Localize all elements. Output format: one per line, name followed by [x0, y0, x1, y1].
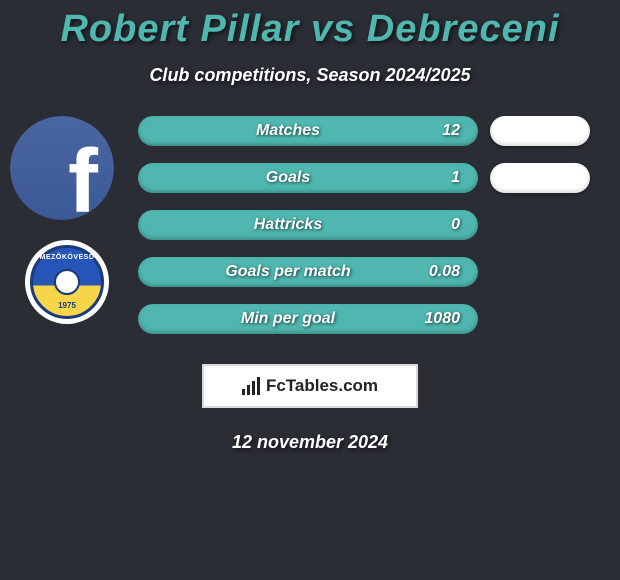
stat-bar: Goals1: [138, 163, 478, 193]
player-avatar: [10, 116, 114, 220]
facebook-icon: [10, 116, 114, 220]
stat-label: Hattricks: [156, 216, 420, 234]
brand-box[interactable]: FcTables.com: [202, 364, 418, 408]
stat-label: Goals: [156, 169, 420, 187]
club-badge: MEZŐKÖVESD 1975: [25, 240, 109, 324]
stat-value: 0: [420, 216, 460, 234]
stat-bar: Goals per match0.08: [138, 257, 478, 287]
stat-bar: Hattricks0: [138, 210, 478, 240]
brand-bars-icon: [242, 377, 260, 395]
content-area: MEZŐKÖVESD 1975 Matches12 Goals1 Hattricks…: [0, 116, 620, 334]
left-column: MEZŐKÖVESD 1975: [10, 116, 114, 324]
stat-row: Hattricks0: [138, 210, 600, 240]
stat-value: 1080: [420, 310, 460, 328]
stat-row: Goals1: [138, 163, 600, 193]
stat-value: 1: [420, 169, 460, 187]
stat-row: Min per goal1080: [138, 304, 600, 334]
stat-bar: Min per goal1080: [138, 304, 478, 334]
club-badge-inner: MEZŐKÖVESD 1975: [30, 245, 104, 319]
stat-side-pill: [490, 163, 590, 193]
stats-bars: Matches12 Goals1 Hattricks0 Goals per match…: [138, 116, 600, 334]
page-title: Robert Pillar vs Debreceni: [0, 0, 620, 51]
stat-side-pill: [490, 116, 590, 146]
stat-row: Matches12: [138, 116, 600, 146]
stat-value: 12: [420, 122, 460, 140]
club-year-text: 1975: [33, 301, 101, 310]
brand-text: FcTables.com: [266, 376, 378, 396]
page-subtitle: Club competitions, Season 2024/2025: [0, 65, 620, 86]
stat-label: Min per goal: [156, 310, 420, 328]
stat-row: Goals per match0.08: [138, 257, 600, 287]
club-name-text: MEZŐKÖVESD: [33, 254, 101, 261]
stat-label: Goals per match: [156, 263, 420, 281]
stat-label: Matches: [156, 122, 420, 140]
stat-value: 0.08: [420, 263, 460, 281]
date-text: 12 november 2024: [0, 432, 620, 453]
stat-bar: Matches12: [138, 116, 478, 146]
